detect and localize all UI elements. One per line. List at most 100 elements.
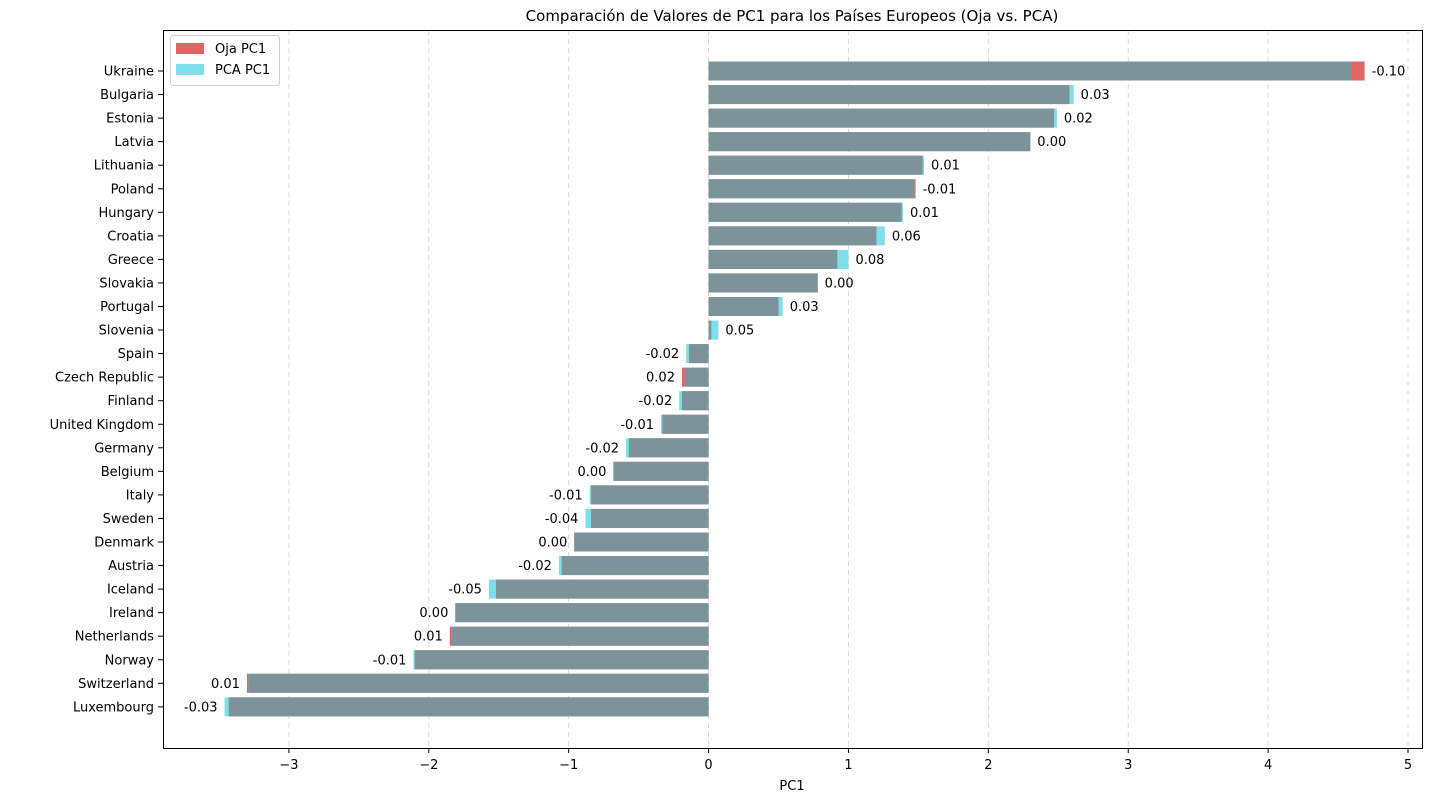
difference-label: 0.00 [538, 536, 567, 551]
legend-swatch-pca [176, 64, 204, 75]
bar-overlap-12 [688, 344, 709, 364]
y-tick-label: Hungary [98, 206, 154, 221]
y-tick-label: United Kingdom [50, 418, 154, 433]
bar-overlap-16 [628, 438, 709, 458]
difference-label: -0.03 [184, 700, 218, 715]
y-tick-label: Ireland [109, 606, 154, 621]
bar-overlap-5 [708, 179, 915, 199]
bar-overlap-27 [228, 697, 709, 717]
y-tick-label: Slovenia [99, 324, 154, 339]
bar-overlap-10 [708, 297, 779, 316]
y-tick-label: Portugal [100, 300, 154, 315]
y-tick-label: Greece [108, 253, 154, 268]
y-tick-label: Poland [111, 182, 154, 197]
x-tick-label: 0 [704, 758, 712, 773]
y-tick-label: Slovakia [99, 276, 154, 291]
bar-pca-11 [708, 320, 719, 340]
difference-label: -0.04 [545, 512, 579, 527]
bar-overlap-3 [708, 132, 1031, 152]
bar-overlap-0 [708, 61, 1351, 81]
y-tick-label: Czech Republic [55, 371, 154, 386]
x-tick-label: 1 [844, 758, 852, 773]
difference-label: 0.01 [414, 630, 443, 645]
bars-group [224, 61, 1365, 717]
difference-label: -0.10 [1372, 65, 1406, 80]
y-tick-label: Croatia [107, 229, 154, 244]
y-tick-label: Lithuania [94, 159, 154, 174]
x-tick-label: 3 [1124, 758, 1132, 773]
bar-overlap-21 [561, 556, 709, 576]
bar-overlap-13 [684, 367, 709, 387]
legend-label-pca: PCA PC1 [215, 63, 270, 78]
difference-label: 0.05 [725, 324, 754, 339]
x-axis-label: PC1 [779, 779, 804, 794]
legend-label-oja: Oja PC1 [215, 42, 266, 57]
bar-overlap-25 [414, 650, 709, 670]
difference-label: 0.01 [931, 159, 960, 174]
difference-label: 0.00 [1037, 135, 1066, 150]
difference-label: 0.06 [892, 229, 921, 244]
y-tick-label: Switzerland [78, 677, 154, 692]
difference-label: 0.02 [646, 371, 675, 386]
difference-label: -0.02 [518, 559, 552, 574]
difference-label: 0.03 [790, 300, 819, 315]
bar-overlap-8 [708, 249, 838, 269]
plot-frame [163, 30, 1423, 749]
bar-overlap-4 [708, 155, 923, 175]
difference-label: -0.01 [923, 182, 957, 197]
difference-labels: -0.100.030.020.000.01-0.010.010.060.080.… [184, 65, 1405, 716]
bar-overlap-7 [708, 226, 877, 246]
difference-label: 0.01 [211, 677, 240, 692]
legend: Oja PC1 PCA PC1 [170, 35, 280, 86]
difference-label: -0.02 [585, 441, 619, 456]
y-tick-label: Belgium [101, 465, 154, 480]
bar-overlap-23 [455, 603, 709, 623]
y-tick-label: Spain [118, 347, 154, 362]
bar-overlap-26 [248, 673, 709, 693]
y-tick-label: Bulgaria [100, 88, 154, 103]
difference-label: -0.05 [448, 583, 482, 598]
y-tick-label: Sweden [103, 512, 154, 527]
difference-label: 0.08 [855, 253, 884, 268]
y-tick-label: Iceland [107, 583, 154, 598]
chart-title: Comparación de Valores de PC1 para los P… [526, 7, 1059, 25]
x-tick-label: −2 [419, 758, 438, 773]
bar-overlap-19 [591, 508, 709, 528]
bar-overlap-17 [613, 461, 709, 481]
bar-overlap-20 [574, 532, 709, 552]
difference-label: 0.03 [1081, 88, 1110, 103]
x-tick-label: 5 [1404, 758, 1412, 773]
bar-overlap-2 [708, 108, 1055, 128]
bar-overlap-24 [451, 626, 709, 646]
y-tick-label: Norway [105, 653, 155, 668]
difference-label: 0.00 [577, 465, 606, 480]
difference-label: -0.01 [373, 653, 407, 668]
bar-overlap-15 [662, 414, 709, 434]
difference-label: -0.01 [620, 418, 654, 433]
bar-overlap-6 [708, 202, 902, 222]
y-tick-label: Estonia [106, 112, 154, 127]
x-tick-label: 2 [984, 758, 992, 773]
y-tick-label: Finland [108, 394, 154, 409]
x-tick-label: 4 [1264, 758, 1272, 773]
legend-swatch-oja [176, 43, 204, 54]
difference-label: 0.00 [825, 276, 854, 291]
bar-overlap-1 [708, 85, 1070, 105]
y-tick-label: Luxembourg [73, 700, 154, 715]
difference-label: 0.02 [1064, 112, 1093, 127]
bar-overlap-9 [708, 273, 818, 293]
difference-label: 0.01 [910, 206, 939, 221]
y-tick-label: Austria [108, 559, 154, 574]
x-tick-label: −1 [559, 758, 578, 773]
difference-label: -0.01 [549, 488, 583, 503]
y-tick-label: Latvia [114, 135, 154, 150]
x-axis: −3 −2 −1 0 1 2 3 4 5 [279, 748, 1412, 773]
difference-label: 0.00 [419, 606, 448, 621]
bar-overlap-11 [708, 320, 712, 340]
bar-overlap-14 [681, 391, 709, 411]
y-axis: Ukraine Bulgaria Estonia Latvia Lithuania Pol… [50, 65, 163, 715]
y-tick-label: Ukraine [104, 65, 154, 80]
y-tick-label: Germany [94, 441, 154, 456]
y-tick-label: Italy [126, 488, 155, 503]
y-tick-label: Denmark [94, 536, 154, 551]
